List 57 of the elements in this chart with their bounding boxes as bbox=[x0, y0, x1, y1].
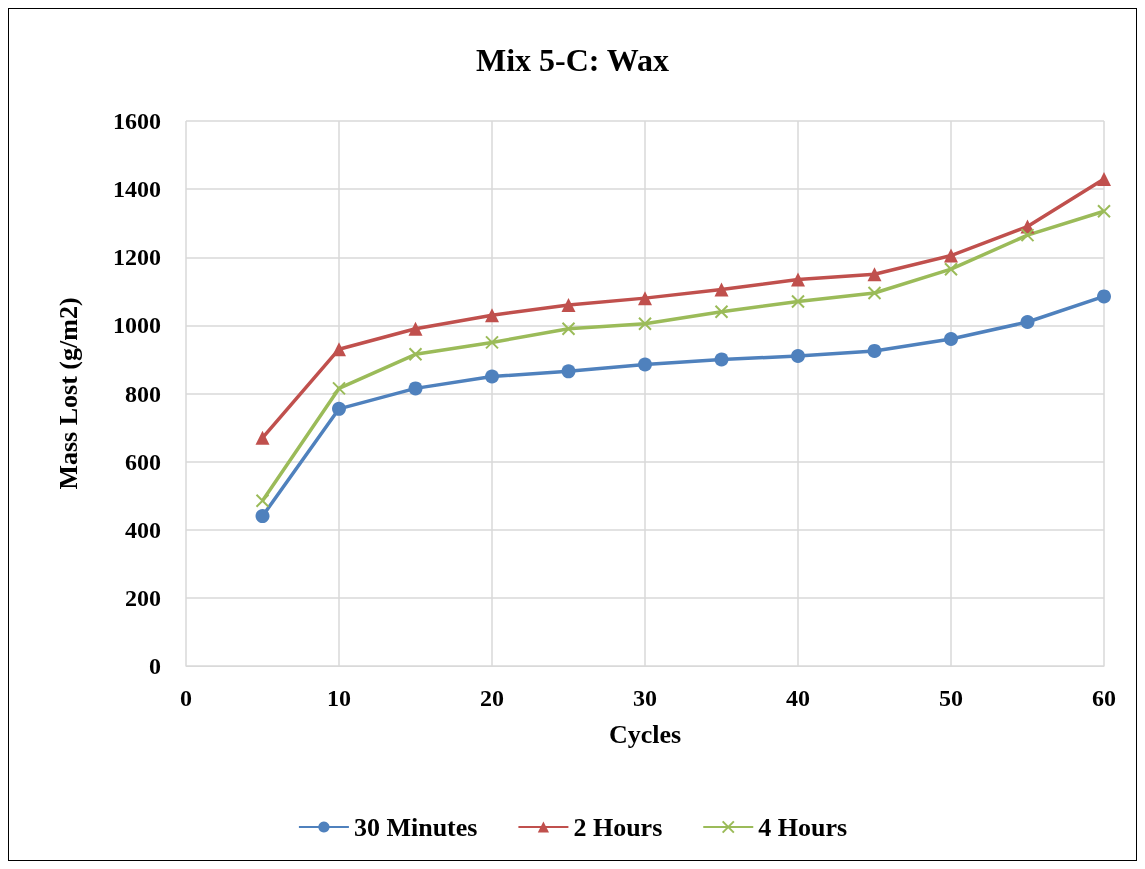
x-tick-label: 20 bbox=[480, 685, 504, 711]
point bbox=[332, 342, 346, 357]
point bbox=[944, 332, 958, 346]
point bbox=[714, 282, 729, 297]
point bbox=[791, 294, 805, 309]
y-tick-label: 0 bbox=[149, 653, 161, 679]
point bbox=[1097, 171, 1111, 186]
point bbox=[561, 321, 576, 336]
x-tick-label: 60 bbox=[1092, 685, 1116, 711]
legend-label: 4 Hours bbox=[758, 812, 848, 842]
point bbox=[944, 248, 958, 263]
point bbox=[867, 286, 882, 301]
y-tick-label: 800 bbox=[125, 380, 161, 407]
point bbox=[714, 352, 729, 367]
legend-label: 2 Hours bbox=[573, 812, 663, 842]
y-tick-label: 1000 bbox=[113, 312, 161, 339]
y-tick-label: 600 bbox=[125, 448, 161, 475]
point bbox=[485, 308, 499, 323]
point bbox=[408, 381, 423, 396]
x-tick-label: 40 bbox=[786, 685, 810, 711]
point bbox=[332, 401, 346, 416]
x-tick-label: 0 bbox=[180, 685, 192, 711]
point bbox=[1020, 228, 1035, 243]
point bbox=[1020, 314, 1035, 329]
y-axis-title: Mass Lost (g/m2) bbox=[53, 297, 83, 490]
point bbox=[561, 364, 576, 379]
x-tick-label: 30 bbox=[633, 685, 657, 711]
y-tick-label: 400 bbox=[125, 516, 161, 543]
point bbox=[638, 357, 652, 372]
point bbox=[485, 369, 499, 384]
y-tick-label: 1600 bbox=[113, 108, 161, 134]
point bbox=[714, 304, 729, 319]
point bbox=[255, 430, 270, 445]
point bbox=[561, 297, 576, 312]
point bbox=[255, 509, 270, 524]
legend-label: 30 Minutes bbox=[353, 812, 478, 842]
point bbox=[408, 321, 423, 336]
x-tick-label: 50 bbox=[939, 685, 963, 711]
x-axis-title: Cycles bbox=[608, 719, 682, 749]
y-tick-label: 1400 bbox=[113, 176, 161, 203]
y-tick-label: 200 bbox=[125, 584, 161, 611]
point bbox=[485, 335, 499, 350]
point bbox=[1097, 204, 1111, 219]
chart-title: Mix 5-C: Wax bbox=[475, 42, 670, 78]
point bbox=[791, 349, 805, 364]
point bbox=[408, 347, 423, 362]
point bbox=[944, 262, 958, 277]
point bbox=[255, 493, 270, 508]
point bbox=[638, 316, 652, 331]
y-tick-label: 1200 bbox=[113, 244, 161, 271]
point bbox=[638, 291, 652, 306]
x-tick-label: 10 bbox=[327, 685, 351, 711]
point bbox=[867, 267, 882, 282]
point bbox=[791, 272, 805, 287]
point bbox=[332, 381, 346, 396]
point bbox=[1097, 289, 1111, 304]
point bbox=[867, 343, 882, 358]
